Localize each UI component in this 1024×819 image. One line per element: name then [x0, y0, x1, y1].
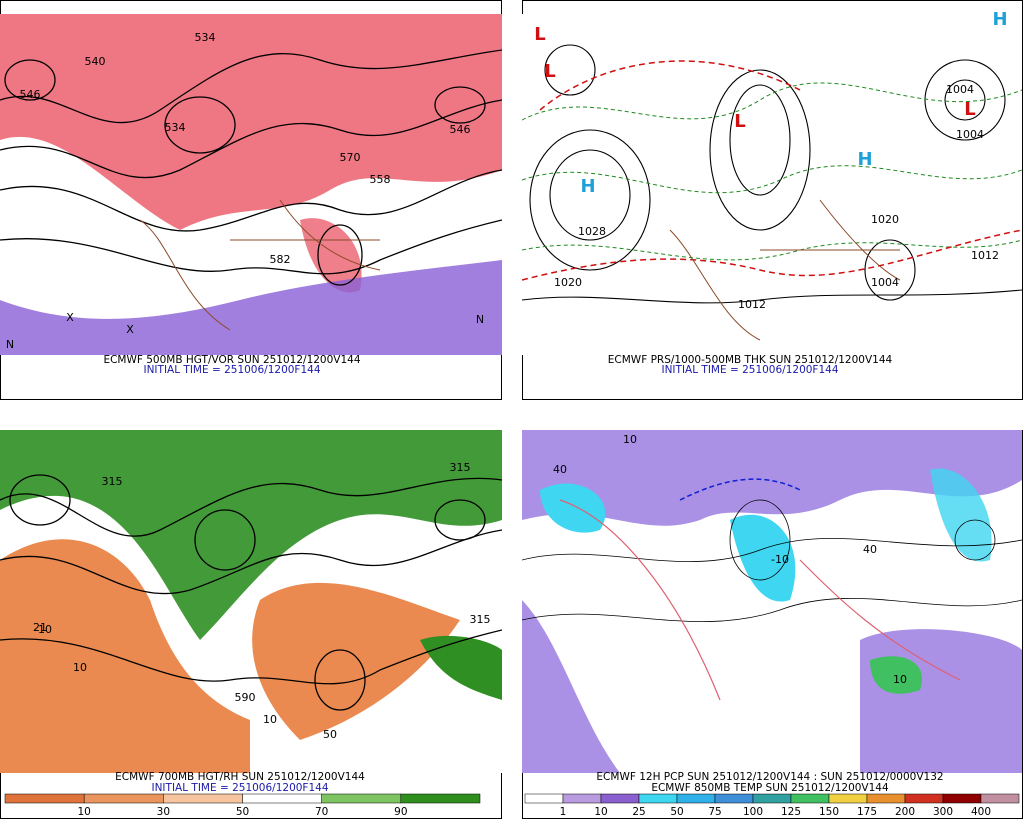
- colorbar-label: 200: [895, 806, 915, 818]
- map-label: X: [126, 323, 134, 336]
- map-label: 10: [893, 673, 907, 686]
- map-label: 1012: [738, 298, 766, 311]
- map-label: N: [476, 313, 484, 326]
- colorbar-swatch: [524, 793, 564, 804]
- map-label: 10: [623, 433, 637, 446]
- map-label: N: [6, 338, 14, 351]
- colorbar-label: 300: [933, 806, 953, 818]
- map-pressure: [522, 14, 1022, 355]
- colorbar-label: 25: [632, 806, 645, 818]
- colorbar-label: 125: [781, 806, 801, 818]
- colorbar-swatch: [600, 793, 640, 804]
- colorbar-label: 10: [77, 806, 90, 818]
- caption: INITIAL TIME = 251006/1200F144: [151, 782, 328, 794]
- colorbar-swatch: [163, 793, 243, 804]
- colorbar-swatch: [83, 793, 164, 804]
- map-label: 1004: [956, 128, 984, 141]
- colorbar-swatch: [321, 793, 402, 804]
- map-label: 558: [370, 173, 391, 186]
- map-label: 1020: [871, 213, 899, 226]
- map-label: 534: [165, 121, 186, 134]
- map-label: X: [66, 311, 74, 324]
- colorbar-label: 400: [971, 806, 991, 818]
- colorbar-label: 100: [743, 806, 763, 818]
- colorbar-label: 50: [236, 806, 249, 818]
- colorbar-swatch: [980, 793, 1020, 804]
- map-label: L: [734, 111, 745, 132]
- map-precip: [522, 430, 1022, 773]
- colorbar-swatch: [400, 793, 481, 804]
- map-label: 10: [263, 713, 277, 726]
- colorbar-swatch: [676, 793, 716, 804]
- caption: ECMWF 700MB HGT/RH SUN 251012/1200V144: [115, 771, 365, 783]
- colorbar-label: 175: [857, 806, 877, 818]
- colorbar-swatch: [752, 793, 792, 804]
- map-label: 315: [450, 461, 471, 474]
- map-label: 1004: [946, 83, 974, 96]
- caption: ECMWF PRS/1000-500MB THK SUN 251012/1200…: [608, 354, 893, 366]
- map-label: L: [964, 99, 975, 120]
- colorbar-label: 150: [819, 806, 839, 818]
- map-label: 540: [85, 55, 106, 68]
- caption: INITIAL TIME = 251006/1200F144: [661, 364, 838, 376]
- colorbar-swatch: [242, 793, 322, 804]
- map-label: 1012: [971, 249, 999, 262]
- map-label: H: [857, 149, 872, 170]
- caption: ECMWF 12H PCP SUN 251012/1200V144 : SUN …: [596, 771, 943, 783]
- colorbar-label: 1: [560, 806, 567, 818]
- colorbar-swatch: [904, 793, 944, 804]
- map-label: 1020: [554, 276, 582, 289]
- caption: ECMWF 850MB TEMP SUN 251012/1200V144: [651, 782, 889, 794]
- map-label: L: [534, 24, 545, 45]
- map-label: 40: [553, 463, 567, 476]
- map-label: L: [544, 61, 555, 82]
- colorbar-label: 75: [708, 806, 721, 818]
- colorbar-swatch: [638, 793, 678, 804]
- colorbar-swatch: [790, 793, 830, 804]
- map-label: 10: [38, 623, 52, 636]
- map-label: 1028: [578, 225, 606, 238]
- map-label: 1004: [871, 276, 899, 289]
- colorbar-label: 10: [594, 806, 607, 818]
- map-label: 315: [102, 475, 123, 488]
- colorbar-swatch: [562, 793, 602, 804]
- map-label: 21: [33, 621, 47, 634]
- map-label: 40: [863, 543, 877, 556]
- colorbar-swatch: [866, 793, 906, 804]
- colorbar-label: 50: [670, 806, 683, 818]
- map-label: 582: [270, 253, 291, 266]
- map-label: 590: [235, 691, 256, 704]
- map-500mb: [0, 14, 502, 355]
- caption: ECMWF 500MB HGT/VOR SUN 251012/1200V144: [103, 354, 360, 366]
- colorbar-label: 90: [394, 806, 407, 818]
- colorbar-swatch: [942, 793, 982, 804]
- colorbar-label: 70: [315, 806, 328, 818]
- map-label: 546: [20, 88, 41, 101]
- map-label: H: [992, 9, 1007, 30]
- map-label: 534: [195, 31, 216, 44]
- map-label: H: [580, 176, 595, 197]
- colorbar-swatch: [828, 793, 868, 804]
- map-label: 50: [323, 728, 337, 741]
- caption: INITIAL TIME = 251006/1200F144: [143, 364, 320, 376]
- colorbar-label: 30: [157, 806, 170, 818]
- map-label: 315: [470, 613, 491, 626]
- map-label: 10: [73, 661, 87, 674]
- map-label: 570: [340, 151, 361, 164]
- map-label: 546: [450, 123, 471, 136]
- map-700mb: [0, 430, 502, 773]
- colorbar-swatch: [714, 793, 754, 804]
- colorbar-swatch: [4, 793, 85, 804]
- map-label: -10: [771, 553, 789, 566]
